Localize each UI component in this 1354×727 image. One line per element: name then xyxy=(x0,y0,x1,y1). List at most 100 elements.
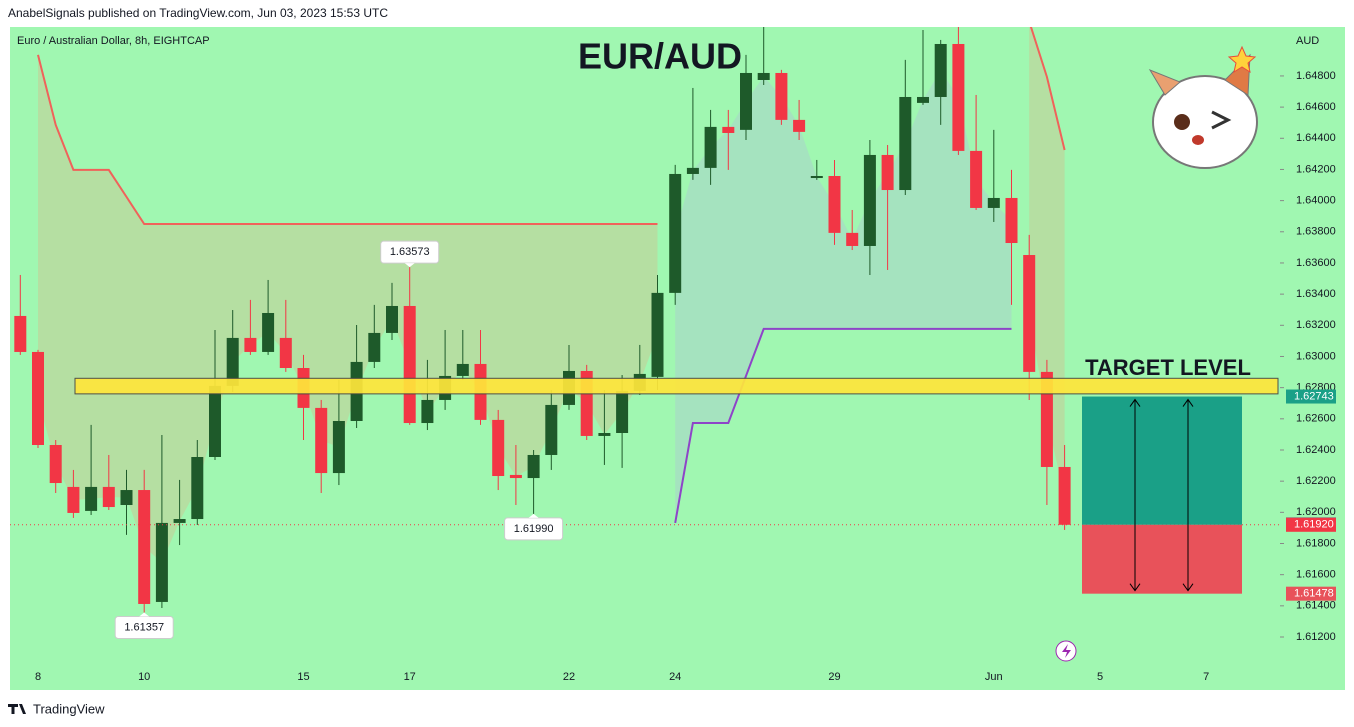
candle-body xyxy=(810,175,823,179)
trend-line xyxy=(1029,27,1066,151)
x-tick-label: Jun xyxy=(985,671,1003,683)
candle-body xyxy=(120,490,133,506)
callout-label: 1.61357 xyxy=(124,621,164,633)
y-tick-label: 1.62200 xyxy=(1296,475,1336,487)
candle-body xyxy=(881,154,894,191)
callout-pointer xyxy=(404,263,415,268)
y-tick-label: 1.64600 xyxy=(1296,101,1336,113)
y-tick-label: 1.62600 xyxy=(1296,413,1336,425)
candle-body xyxy=(49,444,62,484)
trend-line xyxy=(37,54,658,225)
candle-body xyxy=(651,292,664,377)
trend-fill xyxy=(675,70,1012,523)
candle-body xyxy=(386,305,398,333)
logo xyxy=(8,704,26,714)
y-tick-label: 1.64200 xyxy=(1296,163,1336,175)
candle-body xyxy=(67,486,80,513)
x-tick-label: 7 xyxy=(1203,671,1209,683)
candle-body xyxy=(332,420,345,474)
y-tick-label: 1.61800 xyxy=(1296,537,1336,549)
candle-body xyxy=(315,407,328,474)
candle-body xyxy=(616,390,629,433)
candle-body xyxy=(1040,371,1053,467)
candle-body xyxy=(775,72,788,120)
candle-body xyxy=(244,337,257,352)
candle-body xyxy=(509,474,522,479)
candle-body xyxy=(1005,197,1018,244)
y-tick-label: 1.64800 xyxy=(1296,70,1336,82)
candle-body xyxy=(421,399,434,424)
x-tick-label: 10 xyxy=(138,671,150,683)
candle-body xyxy=(492,419,505,477)
candle-body xyxy=(740,72,752,130)
callout-pointer xyxy=(528,513,539,518)
x-tick-label: 29 xyxy=(828,671,840,683)
candle-body xyxy=(598,432,611,436)
price-tag-label: 1.62743 xyxy=(1294,390,1334,402)
x-tick-label: 17 xyxy=(404,671,416,683)
chart-title: EUR/AUD xyxy=(578,36,742,77)
y-tick-label: 1.63800 xyxy=(1296,226,1336,238)
candle-body xyxy=(209,385,221,457)
price-tag xyxy=(1286,517,1336,532)
candle-body xyxy=(173,519,186,523)
candle-body xyxy=(279,337,292,369)
alert-bolt xyxy=(1062,644,1071,658)
candle-body xyxy=(934,43,947,97)
candle-body xyxy=(899,96,912,191)
candle-body xyxy=(757,72,770,80)
candle-body xyxy=(527,454,540,479)
y-tick-label: 1.61600 xyxy=(1296,569,1336,581)
plot-layer xyxy=(14,27,1071,613)
candle-body xyxy=(793,119,806,132)
candle-body xyxy=(262,312,275,352)
callout-pointer xyxy=(139,612,150,617)
candle-body xyxy=(14,315,27,352)
target-box xyxy=(1082,396,1242,525)
trend-line xyxy=(674,327,1012,524)
y-tick-label: 1.63000 xyxy=(1296,350,1336,362)
callout-label: 1.61990 xyxy=(514,523,554,535)
callout: 1.61990 xyxy=(504,513,564,541)
candle-body xyxy=(155,522,168,602)
candle-body xyxy=(863,154,876,246)
callout-label: 1.63573 xyxy=(390,246,430,258)
candle-body xyxy=(85,486,98,511)
candle-body xyxy=(846,232,859,246)
y-tick-label: 1.64000 xyxy=(1296,195,1336,207)
price-tag xyxy=(1286,389,1336,404)
footer: TradingView xyxy=(33,701,105,716)
candle-body xyxy=(970,150,983,208)
callout: 1.61357 xyxy=(114,612,174,640)
candle-body xyxy=(722,126,735,133)
y-tick-label: 1.63200 xyxy=(1296,319,1336,331)
header: AnabelSignals published on TradingView.c… xyxy=(8,6,388,20)
candle-body xyxy=(102,486,115,508)
candle-body xyxy=(669,173,682,293)
symbol: Euro / Australian Dollar, 8h, EIGHTCAP xyxy=(17,35,210,47)
candle-body xyxy=(226,337,239,386)
candle-body xyxy=(32,351,44,445)
level-zone xyxy=(74,377,1279,395)
currency: AUD xyxy=(1296,35,1319,47)
y-tick-label: 1.63400 xyxy=(1296,288,1336,300)
x-tick-label: 24 xyxy=(669,671,681,683)
y-tick-label: 1.61200 xyxy=(1296,631,1336,643)
y-tick-label: 1.62400 xyxy=(1296,444,1336,456)
candle-body xyxy=(987,197,1000,208)
candle-body xyxy=(138,490,151,604)
arrow-head xyxy=(1129,398,1141,407)
candle-body xyxy=(1023,255,1036,372)
annotation: TARGET LEVEL xyxy=(1085,355,1251,380)
arrow-head xyxy=(1182,398,1194,407)
price-tag-label: 1.61478 xyxy=(1294,588,1334,600)
x-tick-label: 8 xyxy=(35,671,41,683)
candle-body xyxy=(1058,466,1071,525)
y-tick-label: 1.61400 xyxy=(1296,600,1336,612)
candle-body xyxy=(952,43,965,151)
x-tick-label: 22 xyxy=(563,671,575,683)
sticker xyxy=(1148,45,1258,169)
candle-body xyxy=(191,456,204,520)
arrow-head xyxy=(1182,583,1194,592)
candle-body xyxy=(456,363,469,376)
